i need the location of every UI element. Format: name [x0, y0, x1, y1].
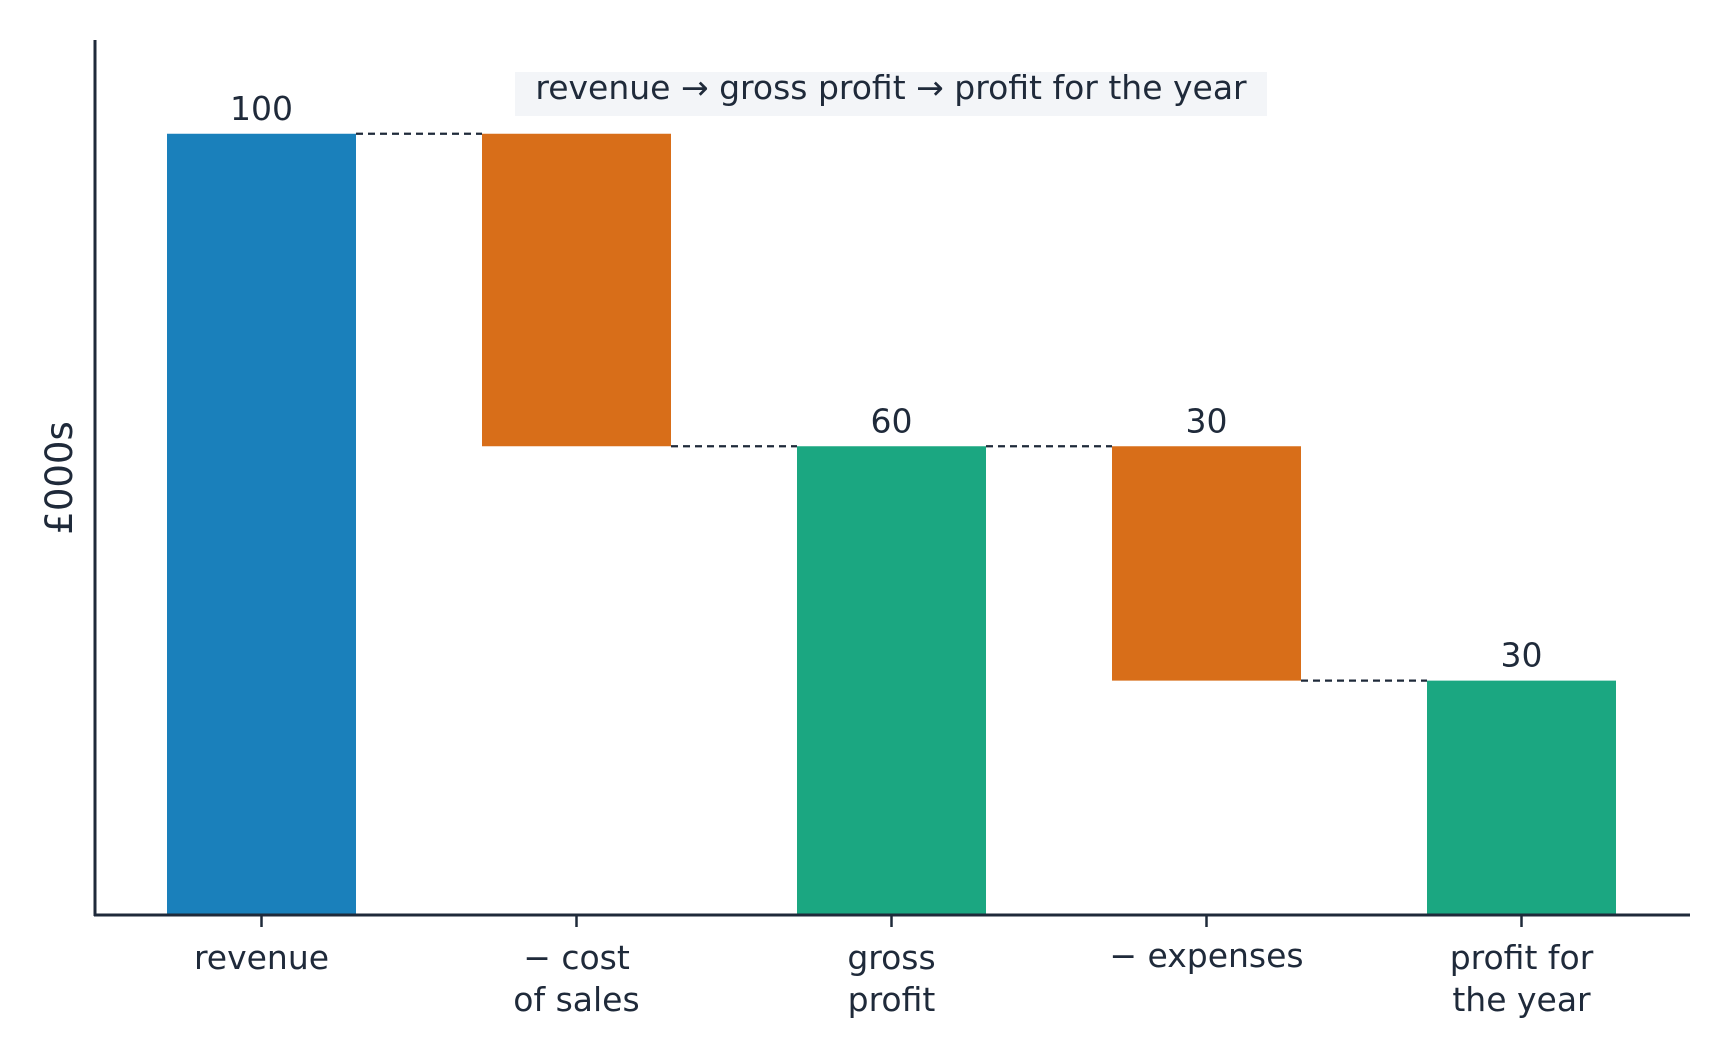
x-tick-label-1-1: of sales: [513, 980, 639, 1019]
labels-layer: 100 60 30 30: [230, 89, 1543, 675]
value-label-3: 30: [1186, 401, 1228, 440]
value-label-0: 100: [230, 89, 293, 128]
x-tick-label-2-1: profit: [848, 980, 936, 1019]
bar-1: [482, 133, 671, 447]
value-label-4: 30: [1501, 636, 1543, 675]
annotation-text: revenue → gross profit → profit for the …: [535, 68, 1247, 107]
bar-4: [1427, 680, 1616, 915]
bars-layer: [167, 133, 1616, 915]
x-tick-label-1-0: − cost: [523, 938, 630, 977]
x-tick-label-2-0: gross: [847, 938, 935, 977]
value-label-2: 60: [871, 401, 913, 440]
connectors-layer: [356, 132, 1427, 682]
x-tick-label-3-0: − expenses: [1109, 936, 1303, 975]
bar-0: [167, 133, 356, 915]
bar-2: [797, 446, 986, 915]
y-axis-label: £000s: [38, 421, 81, 534]
x-tick-label-4-0: profit for: [1450, 938, 1594, 977]
annotation-box: [515, 72, 1267, 116]
bar-3: [1112, 446, 1301, 681]
x-tick-label-0-0: revenue: [194, 938, 329, 977]
x-tick-label-4-1: the year: [1452, 980, 1591, 1019]
